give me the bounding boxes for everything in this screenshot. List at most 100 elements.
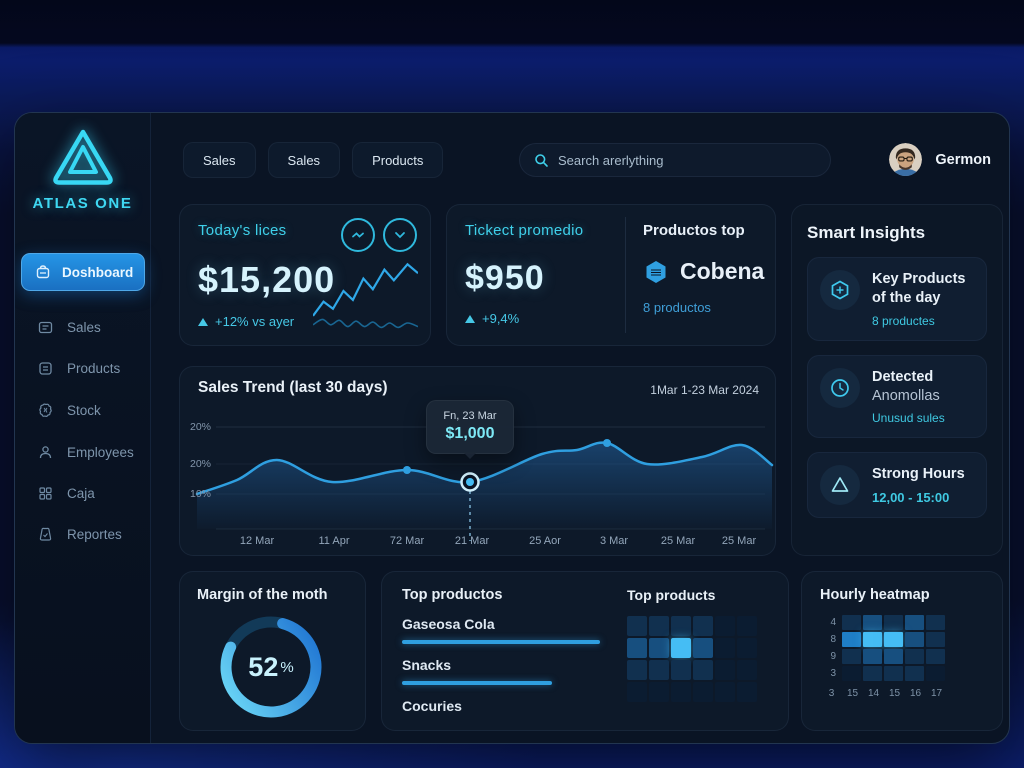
sidebar-item-label: Doshboard: [62, 264, 134, 280]
heatmap-cell: [737, 682, 757, 702]
search-input[interactable]: [558, 152, 816, 168]
user-name: Germon: [935, 151, 991, 168]
hourly-heatmap: 4 8 9 3: [820, 615, 984, 681]
heatmap-cell: [627, 660, 647, 680]
app-window: ATLAS ONE Doshboard Sales Products: [14, 112, 1010, 744]
heatmap-cell: [649, 638, 669, 658]
heatmap-cell: [842, 615, 861, 630]
sidebar-item-label: Employees: [67, 444, 134, 460]
heatmap-cell: [649, 682, 669, 702]
insight-anomalies[interactable]: Detected Anomollas Unusud sules: [807, 354, 987, 439]
dashboard-icon: [36, 265, 50, 279]
product-bar: [402, 681, 553, 685]
top-product-section: Productos top Cobena 8 productos: [643, 222, 764, 315]
kpi-delta: +12% vs ayer: [198, 314, 412, 329]
heatmap-cell: [884, 615, 903, 630]
margin-card: Margin of the moth 52 %: [179, 571, 366, 731]
sidebar-item-stock[interactable]: Stock: [25, 395, 147, 425]
sidebar-item-products[interactable]: Products: [25, 353, 147, 383]
tab-sales-2[interactable]: Sales: [267, 142, 341, 178]
heatmap-cell: [884, 666, 903, 681]
heatmap-cell: [693, 638, 713, 658]
insight-key-products[interactable]: Key Products of the day 8 productes: [807, 257, 987, 341]
insight-subtitle: Unusud sules: [872, 411, 945, 426]
heatmap-cell: [905, 615, 924, 630]
margin-unit: %: [280, 658, 294, 676]
heatmap-cell: [926, 666, 945, 681]
heatmap-row: 8: [820, 632, 984, 647]
margin-donut-chart: 52 %: [216, 612, 326, 722]
margin-number: 52: [248, 651, 279, 682]
sidebar-item-label: Products: [67, 360, 121, 376]
sidebar-item-reportes[interactable]: Reportes: [25, 519, 147, 549]
heatmap-cell: [671, 616, 691, 636]
insight-line1: Strong Hours: [872, 466, 965, 483]
x-tick: 25 Aor: [529, 535, 561, 547]
top-productos-list: Top productos Gaseosa Cola Snacks Cocuries: [402, 587, 602, 714]
top-list-title: Top productos: [402, 587, 503, 603]
top-product-name: Cobena: [680, 258, 765, 284]
kpi-delta-text: +12% vs ayer: [215, 314, 295, 329]
top-products-card: Top productos Gaseosa Cola Snacks Cocuries…: [381, 571, 789, 731]
sidebar-item-dashboard[interactable]: Doshboard: [21, 253, 145, 291]
product-bar: [402, 640, 600, 644]
tab-products[interactable]: Products: [352, 142, 444, 178]
heatmap-cell: [737, 616, 757, 636]
heatmap-cell: [926, 632, 945, 647]
hourly-col-labels: 3 15 14 15 16 17: [821, 688, 984, 699]
avatar[interactable]: [889, 143, 923, 176]
clock-icon: [820, 367, 860, 408]
grid-title: Top products: [627, 587, 716, 603]
hourly-title: Hourly heatmap: [820, 587, 930, 603]
trend-toggle-button[interactable]: [341, 218, 375, 252]
x-tick: 72 Mar: [389, 535, 425, 547]
expand-button[interactable]: [383, 218, 417, 252]
heatmap-cell: [715, 660, 735, 680]
tooltip-value: $1,000: [445, 425, 495, 442]
top-products-grid-section: Top products: [627, 587, 757, 702]
sidebar-item-sales[interactable]: Sales: [25, 312, 147, 342]
triangle-icon: [820, 465, 860, 506]
user-menu[interactable]: Germon: [889, 143, 991, 176]
product-name: Gaseosa Cola: [402, 616, 495, 632]
kpi-value: $15,200: [198, 259, 336, 300]
heatmap-row: 3: [820, 666, 984, 681]
heatmap-cell: [863, 649, 882, 664]
sales-trend-card: Sales Trend (last 30 days) 1Mar 1-23 Mar…: [179, 366, 776, 556]
heatmap-cell: [842, 632, 861, 647]
heatmap-cell: [671, 660, 691, 680]
heatmap-cell: [926, 615, 945, 630]
heatmap-cell: [649, 660, 669, 680]
heatmap-cell: [863, 632, 882, 647]
search-bar: [519, 143, 831, 177]
heatmap-cell: [863, 615, 882, 630]
heatmap-cell: [715, 682, 735, 702]
heatmap-cell: [905, 666, 924, 681]
stock-icon: [39, 403, 52, 417]
y-tick: 20%: [190, 458, 212, 470]
x-tick: 25 Mar: [721, 535, 757, 547]
margin-value: 52 %: [216, 612, 326, 722]
x-tick: 25 Mar: [660, 535, 696, 547]
divider: [625, 217, 626, 333]
sidebar-item-caja[interactable]: Caja: [25, 478, 147, 508]
insight-strong-hours[interactable]: Strong Hours 12,00 - 15:00: [807, 452, 987, 519]
insight-line1: Key Products: [872, 271, 966, 287]
sidebar-item-employees[interactable]: Employees: [25, 437, 147, 467]
top-product-row: Cobena: [643, 258, 764, 285]
col-label: 15: [846, 688, 859, 699]
x-tick: 3 Mar: [599, 535, 629, 547]
sidebar-item-label: Sales: [67, 319, 101, 335]
heatmap-row: 4: [820, 615, 984, 630]
heatmap-cell: [884, 649, 903, 664]
insight-subtitle: 12,00 - 15:00: [872, 490, 950, 506]
sales-icon: [38, 321, 53, 333]
kpi-card-ticket: Tickect promedio $950 +9,4% Productos to…: [446, 204, 776, 346]
insight-subtitle: 8 productes: [872, 313, 935, 328]
heatmap-cell: [649, 616, 669, 636]
heatmap-cell: [693, 682, 713, 702]
sparkline-chart: [313, 259, 418, 339]
tab-sales-1[interactable]: Sales: [183, 142, 256, 178]
row-label: 9: [830, 651, 836, 662]
topbar-tabs: Sales Sales Products: [183, 142, 444, 178]
